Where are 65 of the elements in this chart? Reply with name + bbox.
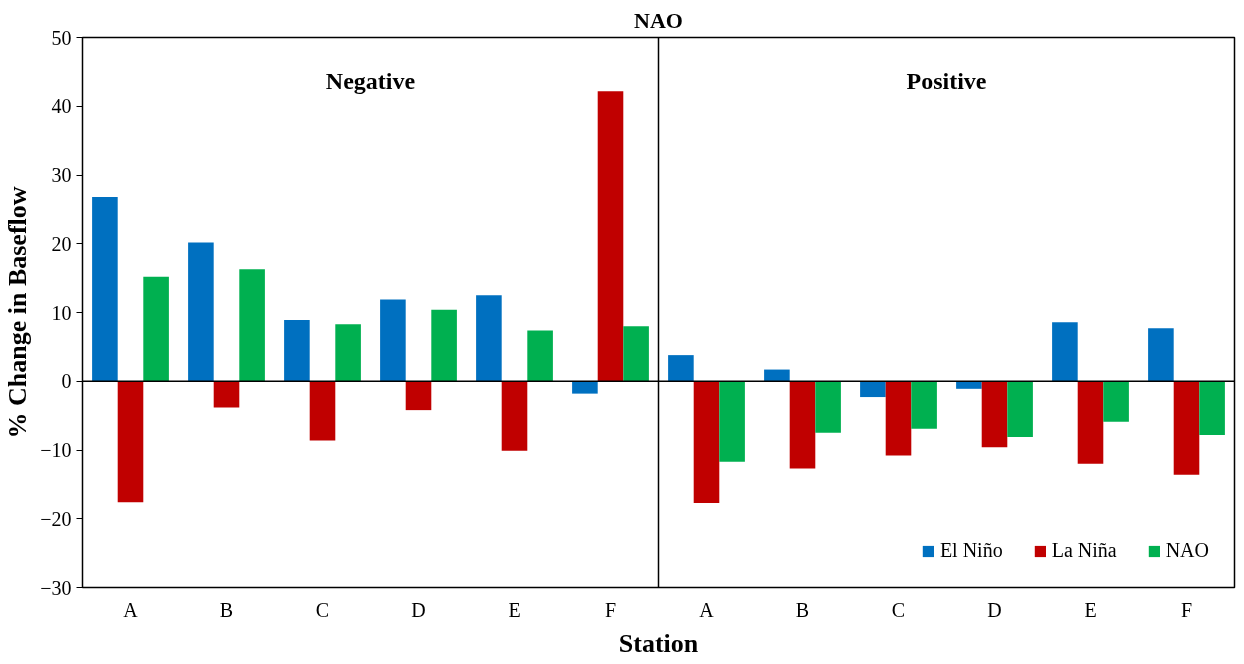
bar: [789, 381, 816, 469]
bar: [1199, 381, 1225, 435]
bar: [693, 381, 720, 503]
bar: [239, 269, 265, 382]
bar: [860, 381, 886, 398]
bar: [911, 381, 937, 429]
bar: [188, 242, 214, 382]
x-tick-label: F: [1180, 598, 1193, 621]
x-axis-title: Station: [618, 628, 699, 658]
y-tick-label: −20: [40, 507, 72, 530]
y-tick-label: 50: [51, 26, 72, 49]
bar: [335, 324, 361, 382]
bar: [1173, 381, 1200, 475]
x-tick-label: B: [219, 598, 234, 621]
x-tick-label: F: [604, 598, 617, 621]
bar: [719, 381, 745, 462]
bar: [92, 197, 118, 382]
bar: [309, 381, 336, 441]
bar: [284, 320, 310, 382]
y-tick-label: 10: [51, 301, 72, 324]
bar: [1148, 328, 1174, 382]
x-tick-label: C: [891, 598, 906, 621]
x-tick-label: A: [123, 598, 139, 621]
bar: [1007, 381, 1033, 437]
y-tick-label: 30: [51, 164, 72, 186]
bar: [815, 381, 841, 433]
bar: [668, 355, 694, 382]
y-tick-label: 20: [51, 232, 72, 255]
x-tick-label: D: [411, 598, 426, 621]
bar: [117, 381, 144, 503]
annotation: Positive: [906, 67, 987, 94]
x-tick-label: A: [699, 598, 715, 621]
x-tick-label: C: [315, 598, 330, 621]
bar: [527, 330, 553, 382]
y-axis-title: % Change in Baseflow: [3, 186, 33, 439]
bar: [1077, 381, 1104, 464]
bar: [956, 381, 982, 389]
x-tick-label: D: [987, 598, 1002, 621]
y-tick-label: 40: [51, 95, 72, 118]
bar: [597, 91, 624, 382]
bar: [885, 381, 912, 456]
bar: [213, 381, 240, 408]
bar: [981, 381, 1008, 448]
bar: [501, 381, 528, 451]
bar: [623, 326, 649, 382]
y-tick-label: −10: [40, 439, 72, 461]
bar: [476, 295, 502, 382]
legend-label: La Niña: [1051, 539, 1117, 562]
bar: [572, 381, 598, 394]
legend-label: El Niño: [939, 539, 1003, 562]
bar: [1103, 381, 1129, 422]
x-tick-label: B: [795, 598, 810, 621]
x-tick-label: E: [508, 598, 521, 621]
annotation: Negative: [325, 67, 416, 94]
y-tick-label: −30: [40, 576, 72, 599]
bar: [380, 299, 406, 382]
bar: [405, 381, 432, 411]
chart-title: NAO: [634, 7, 683, 33]
y-tick-label: 0: [61, 370, 72, 393]
bar: [764, 369, 790, 382]
legend-label: NAO: [1165, 539, 1209, 562]
bar: [143, 276, 169, 382]
x-tick-label: E: [1084, 598, 1097, 621]
bar: [431, 309, 457, 382]
bar: [1052, 322, 1078, 382]
